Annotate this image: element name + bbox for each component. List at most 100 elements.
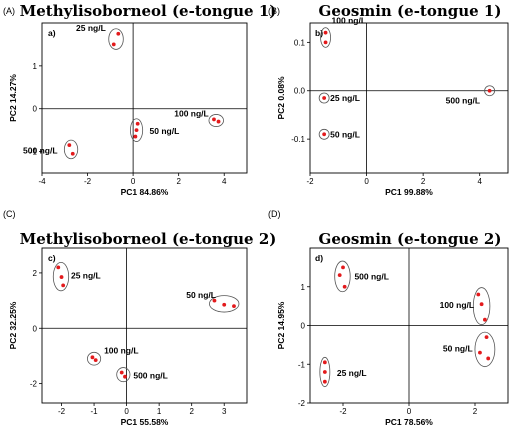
chart-title: Methylisoborneol (e-tongue 1) xyxy=(20,2,277,20)
series-label: 25 ng/L xyxy=(76,23,106,33)
data-point xyxy=(212,117,216,122)
y-axis-label: PC2 14.95% xyxy=(276,301,286,349)
panel-letter: (D) xyxy=(268,209,281,219)
data-point xyxy=(341,265,345,270)
plot-frame xyxy=(309,22,509,174)
data-point xyxy=(119,370,124,375)
data-point xyxy=(212,298,217,303)
data-point xyxy=(61,283,66,288)
panel-sublabel: b) xyxy=(315,28,323,38)
data-point xyxy=(484,335,489,340)
x-tick-label: 4 xyxy=(222,177,227,186)
chart-title: Geosmin (e-tongue 1) xyxy=(319,2,502,20)
data-point xyxy=(487,88,492,93)
series-label: 25 ng/L xyxy=(330,93,360,103)
series-label: 500 ng/L xyxy=(133,371,167,381)
series-label: 100 ng/L xyxy=(440,300,474,310)
y-tick-label: 0.0 xyxy=(294,87,306,96)
x-tick-label: 2 xyxy=(189,407,194,416)
plot-frame xyxy=(41,247,248,404)
panel-sublabel: a) xyxy=(48,28,56,38)
chart-panel-b: (B) Geosmin (e-tongue 1) b) -2 0 2 4 -0.1 0.0 0.1… xyxy=(268,2,509,197)
data-point xyxy=(322,96,327,100)
data-point xyxy=(337,273,342,278)
cluster-ellipse xyxy=(108,28,124,50)
series-label: 500 ng/L xyxy=(446,96,480,106)
data-point xyxy=(322,360,327,365)
data-point xyxy=(116,31,121,36)
cluster-ellipse xyxy=(318,128,330,140)
x-axis-label: PC1 78.56% xyxy=(385,417,433,427)
data-point xyxy=(323,30,328,35)
x-tick-label: 1 xyxy=(157,407,162,416)
y-tick-label: -2 xyxy=(30,380,38,389)
x-tick-label: 2 xyxy=(176,177,181,186)
y-axis-label: PC2 14.27% xyxy=(8,74,18,122)
series-label: 25 ng/L xyxy=(337,368,367,378)
x-tick-label: -2 xyxy=(306,177,314,186)
y-tick-label: 0 xyxy=(301,322,306,331)
series-label: 500 ng/L xyxy=(23,145,57,155)
data-point xyxy=(216,119,221,124)
y-axis-label: PC2 0.08% xyxy=(276,76,286,119)
series-label: 25 ng/L xyxy=(71,271,101,281)
x-tick-label: -2 xyxy=(58,407,66,416)
x-tick-label: 0 xyxy=(131,177,136,186)
y-tick-label: -1 xyxy=(30,148,38,157)
data-point xyxy=(322,370,327,374)
series-label: 500 ng/L xyxy=(354,271,388,281)
x-tick-label: -4 xyxy=(38,177,46,186)
x-tick-label: 4 xyxy=(477,177,482,186)
data-point xyxy=(479,302,484,307)
series-label: 50 ng/L xyxy=(443,343,473,353)
chart-panel-a: (A) Methylisoborneol (e-tongue 1) a) -4 -2 0 2… xyxy=(3,2,276,197)
data-point xyxy=(476,292,481,297)
y-tick-label: 1 xyxy=(301,283,306,292)
data-point xyxy=(342,284,347,289)
data-point xyxy=(133,134,138,139)
x-tick-label: -2 xyxy=(339,407,347,416)
cluster-ellipse xyxy=(334,260,351,293)
data-point xyxy=(483,317,487,322)
y-tick-label: 0 xyxy=(33,324,38,333)
data-point xyxy=(232,304,236,309)
data-point xyxy=(222,302,227,307)
cluster-ellipse xyxy=(474,331,496,368)
cluster-ellipse xyxy=(116,367,131,383)
data-point xyxy=(59,275,64,279)
x-tick-label: -2 xyxy=(84,177,92,186)
data-point xyxy=(70,151,75,156)
data-point xyxy=(322,379,327,384)
x-axis-label: PC1 55.58% xyxy=(121,417,169,427)
x-axis-label: PC1 99.88% xyxy=(385,187,433,197)
series-label: 100 ng/L xyxy=(174,109,208,119)
y-tick-label: -0.1 xyxy=(291,135,305,144)
series-label: 100 ng/L xyxy=(332,16,366,26)
panel-sublabel: d) xyxy=(315,253,323,263)
y-tick-label: 2 xyxy=(33,269,38,278)
data-point xyxy=(486,356,491,361)
chart-panel-d: (D) Geosmin (e-tongue 2) d) -2 0 2 -2 -1 0 1 PC1 7… xyxy=(268,209,509,427)
data-point xyxy=(134,128,139,133)
y-axis-label: PC2 32.25% xyxy=(8,301,18,349)
cluster-ellipse xyxy=(318,92,330,104)
data-point xyxy=(478,350,482,355)
x-tick-label: 0 xyxy=(407,407,412,416)
y-tick-label: 0.1 xyxy=(294,38,306,47)
x-axis-label: PC1 84.86% xyxy=(121,187,169,197)
data-point xyxy=(111,42,116,47)
panel-letter: (B) xyxy=(268,6,280,16)
x-tick-label: 2 xyxy=(473,407,478,416)
cluster-ellipse xyxy=(319,356,331,388)
panel-letter: (A) xyxy=(3,6,15,16)
y-tick-label: 1 xyxy=(33,62,38,71)
chart-title: Methylisoborneol (e-tongue 2) xyxy=(20,230,277,248)
data-point xyxy=(90,355,95,360)
cluster-ellipse xyxy=(87,351,102,366)
y-tick-label: -1 xyxy=(298,360,306,369)
x-tick-label: -1 xyxy=(91,407,99,416)
cluster-ellipse xyxy=(208,114,224,127)
series-label: 50 ng/L xyxy=(186,290,216,300)
cluster-ellipse xyxy=(472,287,491,326)
